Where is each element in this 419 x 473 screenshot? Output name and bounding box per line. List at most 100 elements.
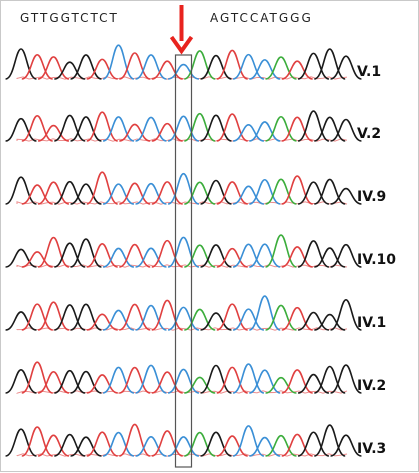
trace-peak-T: [216, 435, 248, 457]
trace-peak-G: [330, 299, 362, 331]
trace-peak-C: [102, 247, 135, 268]
trace-peak-T: [86, 58, 118, 80]
trace-peak-C: [249, 59, 281, 80]
trace-peak-G: [314, 424, 346, 457]
trace-peak-T: [151, 122, 183, 142]
trace-peak-T: [37, 236, 70, 268]
trace-peak-G: [200, 312, 232, 331]
trace-peak-G: [54, 61, 86, 80]
trace-peak-C: [102, 183, 135, 205]
trace-peak-G: [297, 431, 330, 457]
trace-peak-C: [249, 121, 281, 142]
trace-peak-G: [54, 114, 86, 142]
trace-peak-T: [151, 371, 183, 394]
trace-peak-T: [37, 371, 70, 394]
trace-peak-A: [265, 376, 297, 394]
trace-peak-G: [70, 116, 102, 142]
trace-peak-A: [265, 304, 297, 331]
trace-row-0: [5, 44, 362, 80]
trace-peak-C: [102, 44, 135, 80]
trace-peak-T: [216, 247, 248, 268]
trace-peak-G: [200, 114, 232, 142]
trace-peak-G: [70, 238, 102, 268]
trace-peak-G: [54, 369, 86, 394]
trace-peak-T: [151, 181, 183, 205]
trace-peak-C: [135, 436, 167, 457]
trace-peak-T: [86, 243, 118, 268]
trace-peak-A: [184, 112, 216, 142]
trace-peak-T: [281, 246, 313, 268]
trace-peak-T: [21, 251, 53, 268]
trace-peak-G: [330, 187, 362, 205]
sample-label-iv10: IV.10: [357, 252, 397, 268]
trace-peak-T: [86, 171, 119, 205]
trace-peak-A: [184, 50, 216, 80]
trace-peak-T: [21, 53, 53, 80]
trace-peak-T: [281, 116, 313, 142]
trace-peak-C: [232, 425, 265, 457]
trace-peak-G: [54, 433, 86, 457]
trace-peak-A: [184, 431, 216, 457]
trace-peak-C: [249, 436, 281, 457]
trace-peak-T: [281, 175, 313, 205]
trace-peak-T: [216, 303, 248, 331]
trace-baseline: [16, 201, 348, 205]
trace-peak-G: [297, 110, 330, 142]
trace-peak-T: [119, 52, 151, 80]
trace-peak-G: [54, 242, 86, 268]
trace-peak-G: [5, 117, 37, 142]
trace-peak-A: [265, 178, 297, 205]
trace-peak-T: [37, 56, 70, 80]
trace-peak-C: [167, 172, 200, 205]
trace-peak-T: [37, 181, 70, 205]
trace-peak-T: [118, 423, 151, 457]
trace-peak-G: [5, 428, 37, 457]
trace-peak-A: [265, 434, 297, 457]
sample-label-iv1: IV.1: [357, 315, 387, 331]
trace-peak-T: [216, 113, 248, 142]
trace-peak-C: [167, 436, 200, 457]
trace-peak-G: [5, 311, 37, 331]
trace-peak-C: [102, 116, 135, 142]
trace-peak-T: [119, 366, 151, 394]
trace-peak-A: [265, 56, 297, 80]
trace-peak-T: [281, 60, 313, 80]
trace-peak-G: [330, 434, 362, 457]
trace-peak-C: [135, 247, 167, 268]
sample-label-v2: V.2: [357, 126, 382, 142]
trace-peak-C: [167, 63, 200, 80]
trace-peak-A: [265, 234, 297, 268]
reference-sequence: GTTGGTCTCT AGTCCATGGG: [20, 11, 311, 67]
trace-peak-G: [5, 176, 37, 205]
trace-peak-T: [21, 426, 53, 457]
trace-peak-T: [151, 430, 183, 457]
sample-label-v1: V.1: [357, 64, 382, 80]
trace-peak-G: [330, 55, 362, 80]
sequence-right: AGTCCATGGG: [210, 11, 313, 25]
trace-peak-C: [248, 295, 281, 331]
trace-row-2: [5, 171, 362, 205]
trace-peak-T: [151, 60, 183, 80]
trace-row-1: [5, 110, 362, 142]
mutation-highlight-box: [174, 54, 193, 468]
trace-row-4: [5, 295, 362, 331]
trace-peak-T: [119, 123, 151, 142]
trace-row-6: [5, 423, 362, 457]
trace-peak-G: [5, 248, 37, 268]
trace-peak-G: [200, 54, 232, 80]
trace-peak-C: [135, 54, 167, 80]
trace-peak-T: [151, 299, 183, 331]
trace-peak-G: [200, 179, 232, 205]
trace-peak-G: [70, 183, 102, 205]
trace-peak-G: [297, 373, 330, 394]
trace-peak-G: [70, 370, 102, 394]
trace-peak-T: [21, 184, 53, 205]
trace-peak-A: [184, 376, 216, 394]
trace-peak-T: [151, 239, 183, 268]
trace-peak-T: [21, 303, 53, 331]
trace-peak-T: [37, 124, 70, 142]
trace-peak-C: [249, 369, 281, 394]
trace-peak-C: [135, 182, 167, 205]
